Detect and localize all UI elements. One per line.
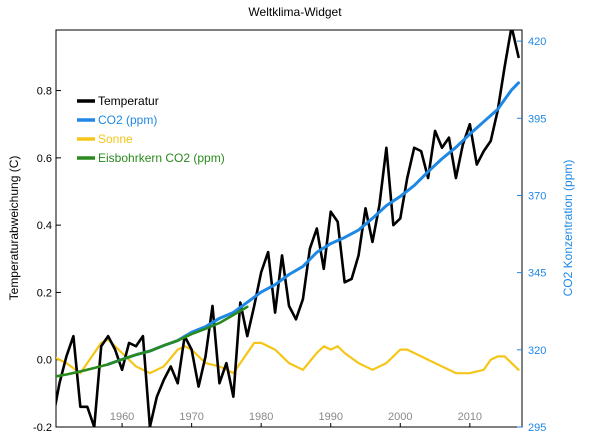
x-tick-label: 2010 — [458, 411, 482, 423]
legend-item-co2: CO2 (ppm) — [77, 113, 157, 127]
y-axis-right-title: CO2 Konzentration (ppm) — [561, 160, 575, 297]
x-tick-label: 1980 — [249, 411, 273, 423]
y-tick-label-right: 420 — [528, 36, 546, 48]
co2-line — [106, 81, 521, 366]
y-axis-left-title: Temperaturabweichung (C) — [7, 156, 21, 301]
x-tick-label: 1970 — [179, 411, 203, 423]
plot-frame — [55, 29, 523, 428]
y-tick-label-left: 0.2 — [37, 287, 52, 299]
y-tick-label-left: -0.2 — [33, 422, 52, 434]
legend-item-temperature: Temperatur — [77, 94, 159, 108]
solar-line — [56, 338, 520, 375]
legend-item-icecore: Eisbohrkern CO2 (ppm) — [77, 151, 225, 165]
legend: Temperatur CO2 (ppm) Sonne Eisbohrkern CO2 … — [77, 94, 225, 165]
y-tick-label-right: 370 — [528, 190, 546, 202]
y-axis-left: -0.2 0.0 0.2 0.4 0.6 0.8 — [33, 86, 61, 434]
y-tick-label-right: 345 — [528, 268, 546, 280]
x-tick-label: 2000 — [388, 411, 412, 423]
series-layer — [56, 30, 521, 427]
legend-label: CO2 (ppm) — [98, 113, 157, 127]
y-tick-label-left: 0.8 — [37, 86, 52, 98]
y-tick-label-left: 0.4 — [37, 220, 52, 232]
y-axis-right: 295 320 345 370 395 420 — [517, 36, 546, 434]
legend-label: Temperatur — [98, 94, 159, 108]
y-tick-label-right: 320 — [528, 345, 546, 357]
legend-label: Eisbohrkern CO2 (ppm) — [98, 151, 225, 165]
x-tick-label: 1960 — [110, 411, 134, 423]
x-axis: 1960 1970 1980 1990 2000 2010 — [110, 411, 482, 427]
x-tick-label: 1990 — [318, 411, 342, 423]
y-tick-label-left: 0.0 — [37, 355, 52, 367]
temperature-line — [56, 30, 520, 427]
legend-item-solar: Sonne — [77, 132, 133, 146]
y-tick-label-left: 0.6 — [37, 153, 52, 165]
chart-title: Weltklima-Widget — [248, 5, 342, 19]
y-tick-label-right: 295 — [528, 422, 546, 434]
legend-label: Sonne — [98, 132, 133, 146]
icecore-co2-line — [56, 305, 249, 378]
y-tick-label-right: 395 — [528, 113, 546, 125]
